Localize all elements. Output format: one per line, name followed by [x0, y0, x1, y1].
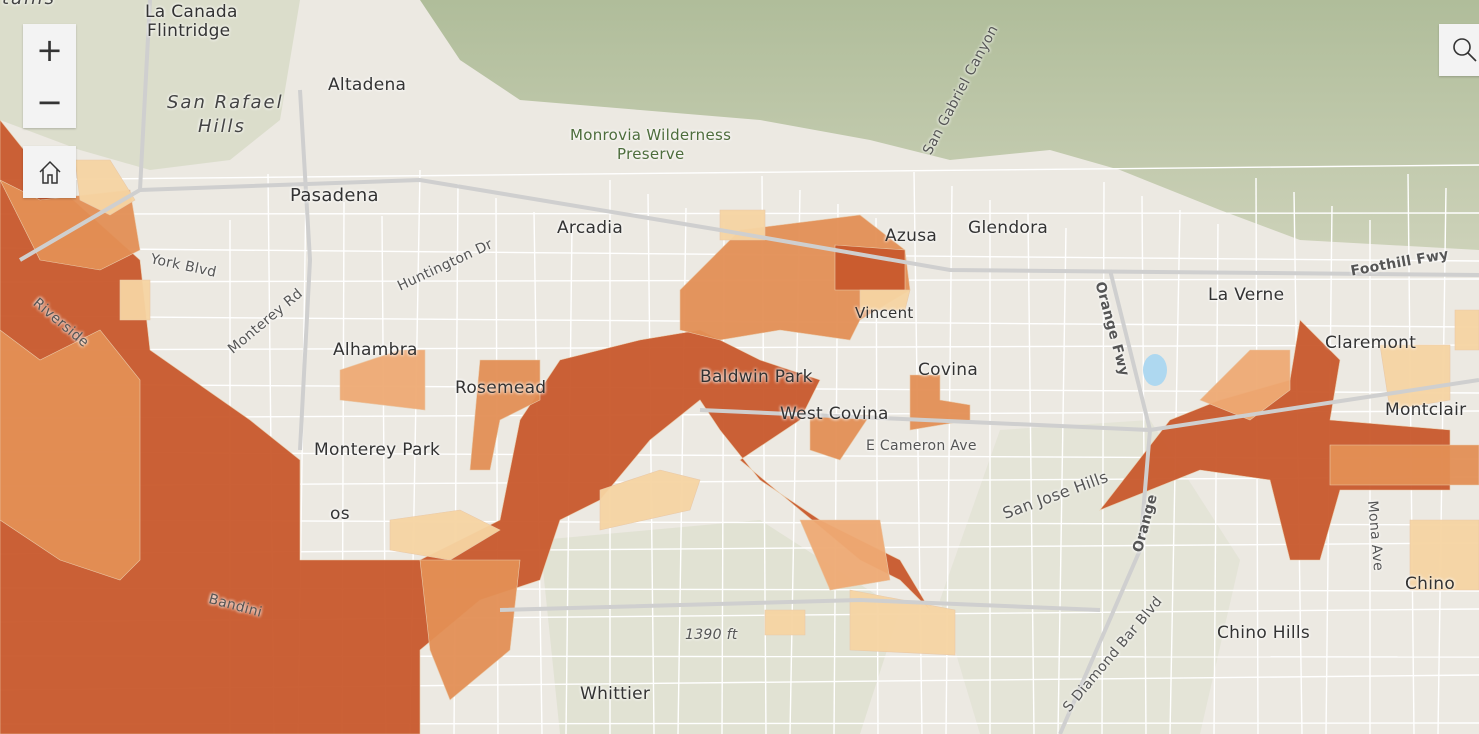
census-tract[interactable]: [599, 469, 701, 531]
place-label: West Covina: [780, 404, 889, 424]
road-label: E Cameron Ave: [866, 438, 977, 454]
census-tract[interactable]: [0, 119, 931, 734]
census-tract[interactable]: [0, 329, 141, 581]
zoom-in-button[interactable]: +: [36, 31, 63, 69]
place-label: Alhambra: [333, 340, 418, 360]
place-label: Rosemead: [455, 378, 547, 398]
census-tract[interactable]: [1329, 444, 1479, 486]
place-label: San Rafael: [167, 92, 284, 113]
census-tract[interactable]: [419, 559, 521, 701]
place-label: Chino: [1405, 574, 1456, 594]
place-label: Azusa: [885, 226, 938, 246]
place-label: Hills: [198, 116, 246, 137]
mountain-terrain: [420, 0, 1479, 250]
park-label: Monrovia Wilderness: [570, 126, 732, 144]
place-label: Chino Hills: [1217, 623, 1311, 643]
park-label: Preserve: [617, 145, 685, 163]
freeways: [18, 0, 1479, 734]
place-label: Pasadena: [290, 185, 379, 206]
home-icon: [38, 160, 61, 184]
place-label: Vincent: [855, 304, 914, 322]
census-tract[interactable]: [389, 509, 501, 561]
census-tract[interactable]: [764, 609, 806, 636]
census-tract[interactable]: [909, 374, 971, 431]
place-label: Glendora: [968, 218, 1049, 238]
place-label: La Canada: [145, 2, 238, 22]
census-tract[interactable]: [339, 349, 426, 411]
place-label: Whittier: [580, 684, 651, 704]
place-label: tains: [2, 0, 56, 9]
census-tract[interactable]: [1409, 519, 1479, 591]
place-label: La Verne: [1208, 285, 1285, 305]
zoom-control: + −: [23, 24, 76, 128]
census-tract[interactable]: [119, 279, 151, 321]
census-tract[interactable]: [859, 289, 911, 311]
census-tract[interactable]: [1454, 309, 1479, 351]
hills-terrain: [940, 420, 1240, 734]
census-tract[interactable]: [799, 519, 891, 591]
place-label: Arcadia: [557, 218, 624, 238]
place-label: Monterey Park: [314, 440, 441, 460]
census-tract[interactable]: [469, 359, 541, 471]
hills-terrain: [540, 520, 900, 734]
search-button[interactable]: [1439, 24, 1479, 76]
search-icon: [1453, 38, 1477, 62]
place-label: Covina: [918, 360, 979, 380]
zoom-out-button[interactable]: −: [36, 83, 63, 121]
place-label: Baldwin Park: [700, 367, 813, 387]
place-label: Altadena: [328, 75, 407, 95]
place-label: Claremont: [1325, 333, 1417, 353]
place-label: Montclair: [1385, 400, 1467, 420]
home-button[interactable]: [23, 146, 76, 198]
place-label: os: [330, 504, 350, 524]
place-label: Flintridge: [147, 21, 231, 41]
elevation-label: 1390 ft: [685, 627, 738, 643]
